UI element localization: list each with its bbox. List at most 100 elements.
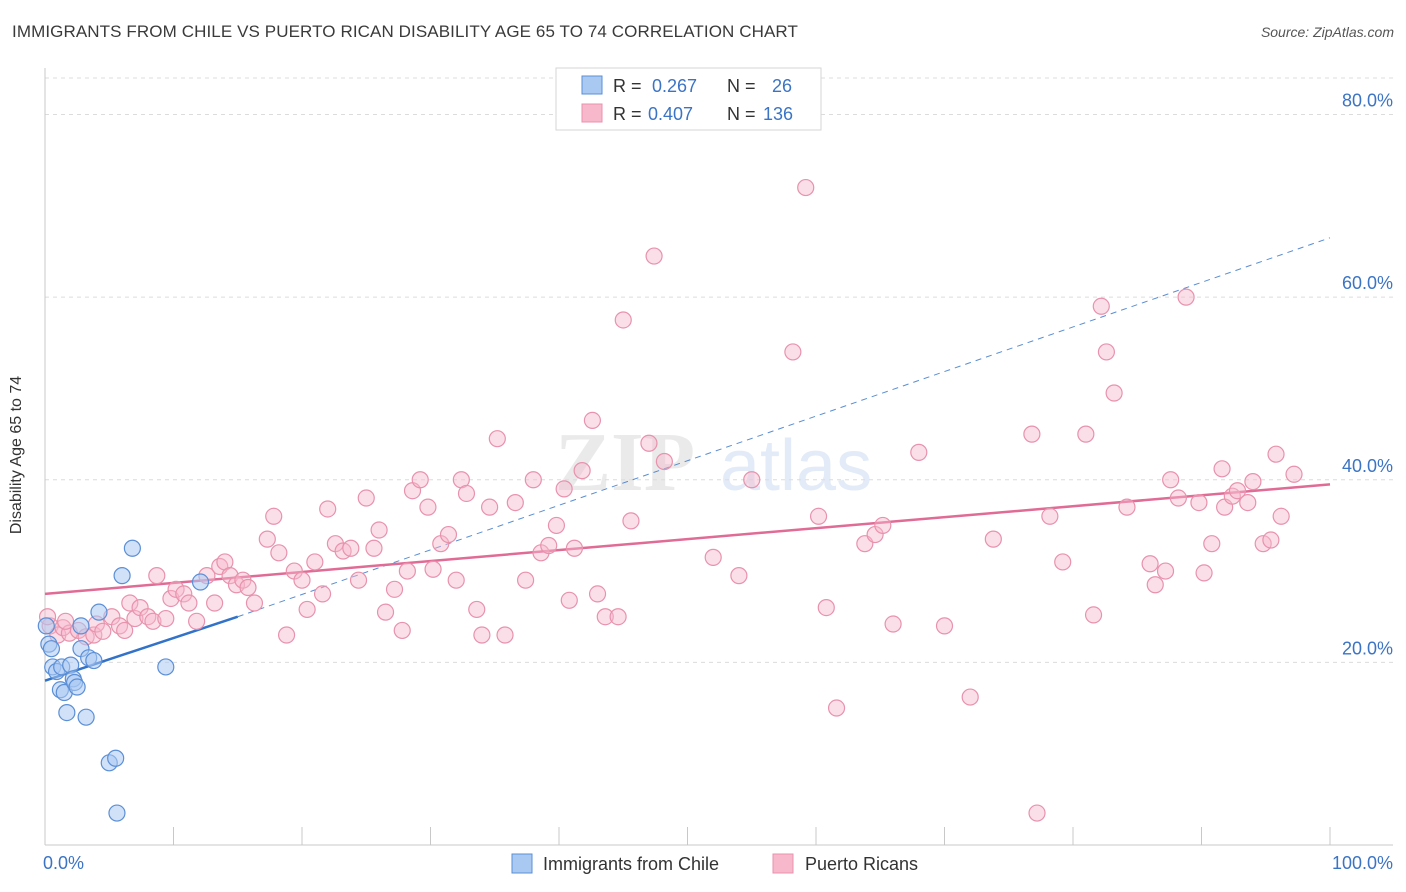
point-puerto-ricans: [258, 530, 276, 548]
point-puerto-ricans: [126, 609, 144, 628]
point-puerto-ricans: [874, 516, 892, 535]
point-puerto-ricans: [496, 626, 514, 644]
point-puerto-ricans: [180, 594, 198, 612]
point-puerto-ricans: [827, 699, 846, 717]
legend-r-value-chile: 0.267: [652, 76, 697, 96]
point-puerto-ricans: [357, 489, 375, 507]
point-puerto-ricans: [1285, 465, 1303, 483]
point-puerto-ricans: [655, 452, 673, 471]
point-chile: [37, 617, 55, 635]
point-puerto-ricans: [614, 311, 632, 329]
trend-line-puerto-ricans: [44, 483, 1331, 596]
point-puerto-ricans: [270, 544, 288, 562]
legend-r-label-pr: R =: [613, 104, 642, 124]
point-puerto-ricans: [817, 598, 835, 617]
point-puerto-ricans: [1162, 471, 1180, 489]
watermark-zip: ZIP: [555, 416, 695, 509]
point-puerto-ricans: [910, 443, 928, 461]
point-puerto-ricans: [121, 594, 139, 612]
point-puerto-ricans: [488, 430, 506, 448]
point-puerto-ricans: [1195, 564, 1213, 582]
point-puerto-ricans: [393, 621, 411, 640]
point-puerto-ricans: [704, 548, 722, 566]
point-puerto-ricans: [473, 626, 491, 644]
point-puerto-ricans: [56, 612, 75, 630]
legend-bottom-swatch-pr: [772, 853, 794, 874]
point-puerto-ricans: [411, 471, 429, 489]
point-puerto-ricans: [1244, 472, 1262, 491]
point-puerto-ricans: [935, 617, 954, 635]
point-puerto-ricans: [573, 462, 591, 480]
point-puerto-ricans: [1228, 482, 1247, 500]
point-puerto-ricans: [1203, 535, 1221, 553]
point-puerto-ricans: [1092, 297, 1110, 315]
point-puerto-ricans: [1105, 384, 1123, 402]
point-puerto-ricans: [481, 498, 499, 516]
point-puerto-ricans: [1272, 507, 1290, 525]
point-puerto-ricans: [313, 585, 332, 603]
point-puerto-ricans: [622, 512, 640, 530]
point-puerto-ricans: [239, 578, 257, 597]
point-puerto-ricans: [175, 585, 193, 603]
point-puerto-ricans: [110, 617, 129, 635]
point-puerto-ricans: [1097, 343, 1116, 361]
x-tick-label: 100.0%: [1332, 853, 1393, 873]
point-puerto-ricans: [555, 480, 573, 498]
point-puerto-ricans: [306, 553, 324, 571]
point-puerto-ricans: [1084, 606, 1103, 624]
point-puerto-ricans: [162, 589, 180, 608]
point-puerto-ricans: [85, 626, 103, 644]
point-puerto-ricans: [540, 536, 558, 555]
point-puerto-ricans: [457, 484, 476, 503]
legend-n-label-chile: N =: [727, 76, 756, 96]
point-puerto-ricans: [385, 580, 404, 598]
chart-title: IMMIGRANTS FROM CHILE VS PUERTO RICAN DI…: [12, 22, 798, 41]
legend-r-label-chile: R =: [613, 76, 642, 96]
point-puerto-ricans: [349, 571, 368, 589]
point-puerto-ricans: [398, 562, 416, 580]
point-puerto-ricans: [342, 539, 360, 557]
legend-n-label-pr: N =: [727, 104, 756, 124]
chart-source: Source: ZipAtlas.com: [1260, 24, 1394, 40]
point-puerto-ricans: [206, 594, 224, 612]
point-chile: [42, 640, 61, 658]
point-chile: [68, 678, 86, 696]
point-puerto-ricans: [1028, 804, 1046, 822]
tick-labels: 20.0% 40.0% 60.0% 80.0% 0.0% 100.0%: [43, 91, 1393, 873]
point-puerto-ricans: [277, 626, 296, 644]
x-tick-label: 0.0%: [43, 853, 84, 873]
point-chile: [72, 617, 90, 635]
point-puerto-ricans: [188, 612, 206, 630]
point-puerto-ricans: [157, 609, 175, 628]
point-puerto-ricans: [116, 621, 134, 640]
point-puerto-ricans: [984, 530, 1002, 548]
point-puerto-ricans: [797, 178, 815, 197]
point-puerto-ricans: [645, 247, 663, 265]
point-puerto-ricans: [148, 567, 166, 585]
y-tick-label: 20.0%: [1342, 638, 1393, 658]
point-puerto-ricans: [1239, 493, 1257, 512]
point-chile: [77, 708, 95, 726]
point-puerto-ricans: [1169, 489, 1187, 507]
legend-top: R = 0.267 N = 26 R = 0.407 N = 136: [555, 67, 822, 131]
point-puerto-ricans: [809, 507, 828, 525]
point-puerto-ricans: [1054, 553, 1072, 571]
point-chile: [191, 573, 210, 591]
point-puerto-ricans: [1213, 460, 1231, 478]
point-puerto-ricans: [293, 571, 311, 589]
point-puerto-ricans: [588, 585, 607, 603]
point-puerto-ricans: [298, 600, 316, 619]
point-puerto-ricans: [547, 516, 566, 535]
axes: [44, 68, 1393, 846]
legend-bottom-swatch-chile: [511, 853, 533, 874]
legend-swatch-pr: [581, 103, 603, 123]
point-chile: [157, 658, 175, 676]
point-puerto-ricans: [439, 525, 458, 544]
legend-n-value-pr: 136: [763, 104, 793, 124]
point-puerto-ricans: [1190, 493, 1208, 512]
legend-swatch-chile: [581, 75, 603, 95]
point-puerto-ricans: [730, 567, 748, 585]
point-chile: [113, 567, 131, 585]
point-puerto-ricans: [596, 608, 614, 626]
point-puerto-ricans: [144, 612, 162, 630]
